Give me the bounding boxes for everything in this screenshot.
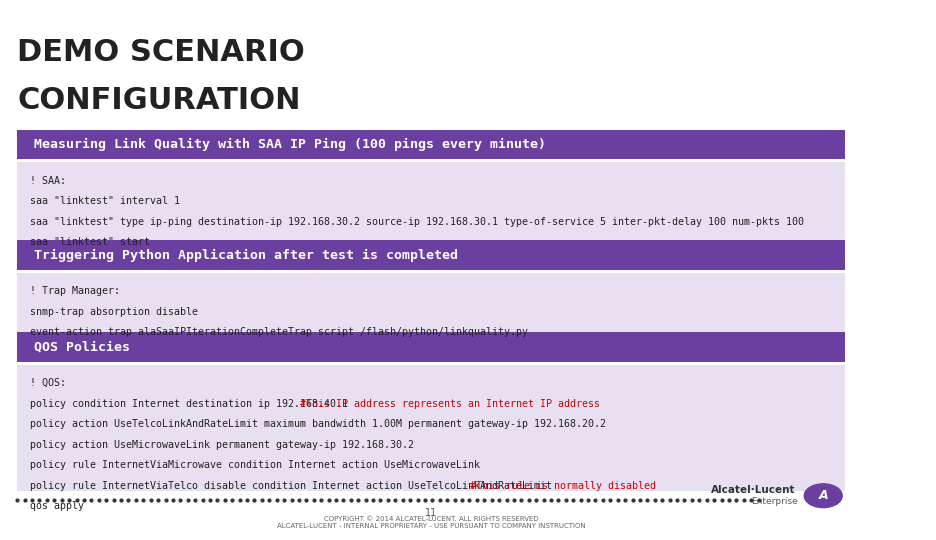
Text: policy action UseTelcoLinkAndRateLimit maximum bandwidth 1.00M permanent gateway: policy action UseTelcoLinkAndRateLimit m…	[30, 419, 607, 429]
Text: snmp-trap absorption disable: snmp-trap absorption disable	[30, 307, 198, 317]
Text: saa "linktest" type ip-ping destination-ip 192.168.30.2 source-ip 192.168.30.1 t: saa "linktest" type ip-ping destination-…	[30, 217, 804, 227]
Text: event-action trap alaSaaIPIterationCompleteTrap script /flash/python/linkquality: event-action trap alaSaaIPIterationCompl…	[30, 327, 528, 338]
FancyBboxPatch shape	[17, 240, 845, 270]
FancyBboxPatch shape	[17, 162, 845, 240]
Text: ! SAA:: ! SAA:	[30, 176, 66, 186]
Text: 11: 11	[425, 508, 437, 518]
Text: policy condition Internet destination ip 192.168.40.1: policy condition Internet destination ip…	[30, 399, 354, 409]
Text: Alcatel·Lucent: Alcatel·Lucent	[711, 485, 796, 495]
Text: qos apply: qos apply	[30, 501, 84, 511]
Text: Triggering Python Application after test is completed: Triggering Python Application after test…	[35, 248, 459, 262]
Text: ! QOS:: ! QOS:	[30, 378, 66, 388]
FancyBboxPatch shape	[17, 332, 845, 362]
Text: saa "linktest" start: saa "linktest" start	[30, 237, 150, 247]
Text: policy rule InternetViaTelco disable condition Internet action UseTelcoLinkAndRa: policy rule InternetViaTelco disable con…	[30, 481, 558, 491]
Text: policy action UseMicrowaveLink permanent gateway-ip 192.168.30.2: policy action UseMicrowaveLink permanent…	[30, 440, 414, 450]
Text: Measuring Link Quality with SAA IP Ping (100 pings every minute): Measuring Link Quality with SAA IP Ping …	[35, 138, 547, 151]
Text: CONFIGURATION: CONFIGURATION	[17, 86, 300, 116]
Circle shape	[804, 484, 842, 508]
Text: ! Trap Manager:: ! Trap Manager:	[30, 286, 120, 296]
Text: COPYRIGHT © 2014 ALCATEL-LUCENT. ALL RIGHTS RESERVED
ALCATEL-LUCENT - INTERNAL P: COPYRIGHT © 2014 ALCATEL-LUCENT. ALL RIG…	[277, 516, 585, 529]
Text: saa "linktest" interval 1: saa "linktest" interval 1	[30, 196, 180, 206]
FancyBboxPatch shape	[17, 273, 845, 335]
Text: DEMO SCENARIO: DEMO SCENARIO	[17, 38, 305, 67]
FancyBboxPatch shape	[17, 130, 845, 159]
Text: #This IP address represents an Internet IP address: #This IP address represents an Internet …	[300, 399, 600, 409]
FancyBboxPatch shape	[17, 364, 845, 491]
Text: #This rule is normally disabled: #This rule is normally disabled	[470, 481, 656, 491]
Text: policy rule InternetViaMicrowave condition Internet action UseMicrowaveLink: policy rule InternetViaMicrowave conditi…	[30, 460, 480, 470]
Text: A: A	[818, 489, 828, 502]
Text: Enterprise: Enterprise	[752, 497, 798, 505]
Text: QOS Policies: QOS Policies	[35, 340, 130, 354]
